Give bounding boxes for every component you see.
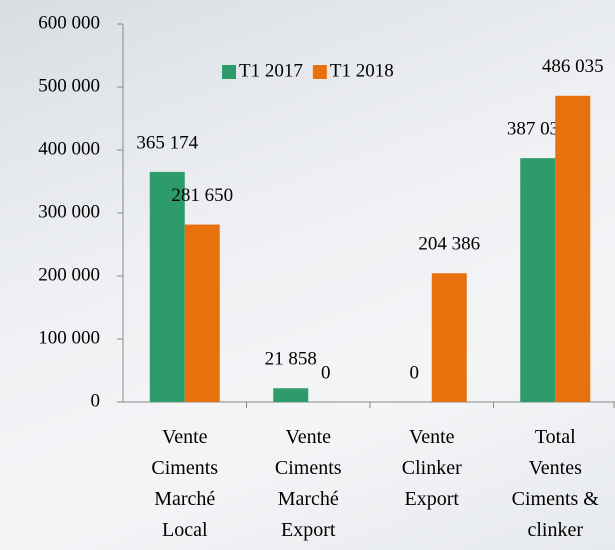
y-tick-label: 300 000 <box>38 201 100 222</box>
x-tick-label: Vente Clinker Export <box>401 426 462 510</box>
data-label: 0 <box>321 362 331 383</box>
legend-swatch <box>312 65 327 79</box>
legend-label: T1 2017 <box>239 60 303 81</box>
bar <box>520 158 556 402</box>
y-tick-label: 500 000 <box>38 75 100 96</box>
bar <box>555 95 591 403</box>
y-tick-label: 200 000 <box>38 264 100 285</box>
y-tick-label: 0 <box>91 390 101 411</box>
bar <box>184 224 220 402</box>
data-label: 387 032 <box>507 119 569 140</box>
legend-label: T1 2018 <box>330 60 394 81</box>
legend-swatch <box>222 65 236 79</box>
x-tick-label: Vente Ciments Marché Export <box>274 426 342 541</box>
bar <box>273 388 309 402</box>
data-label: 204 386 <box>418 234 480 255</box>
y-tick-label: 600 000 <box>38 12 100 33</box>
x-tick-label: Total Ventes Ciments & clinker <box>511 426 599 541</box>
data-label: 0 <box>410 362 420 383</box>
y-tick-label: 100 000 <box>38 327 100 348</box>
data-label: 281 650 <box>171 185 233 206</box>
data-label: 365 174 <box>136 132 198 153</box>
x-tick-label: Vente Ciments Marché Local <box>151 426 219 541</box>
data-label: 486 035 <box>542 56 604 77</box>
y-tick-label: 400 000 <box>38 138 100 159</box>
bar <box>431 273 467 402</box>
bar <box>149 171 185 402</box>
data-label: 21 858 <box>265 349 317 370</box>
